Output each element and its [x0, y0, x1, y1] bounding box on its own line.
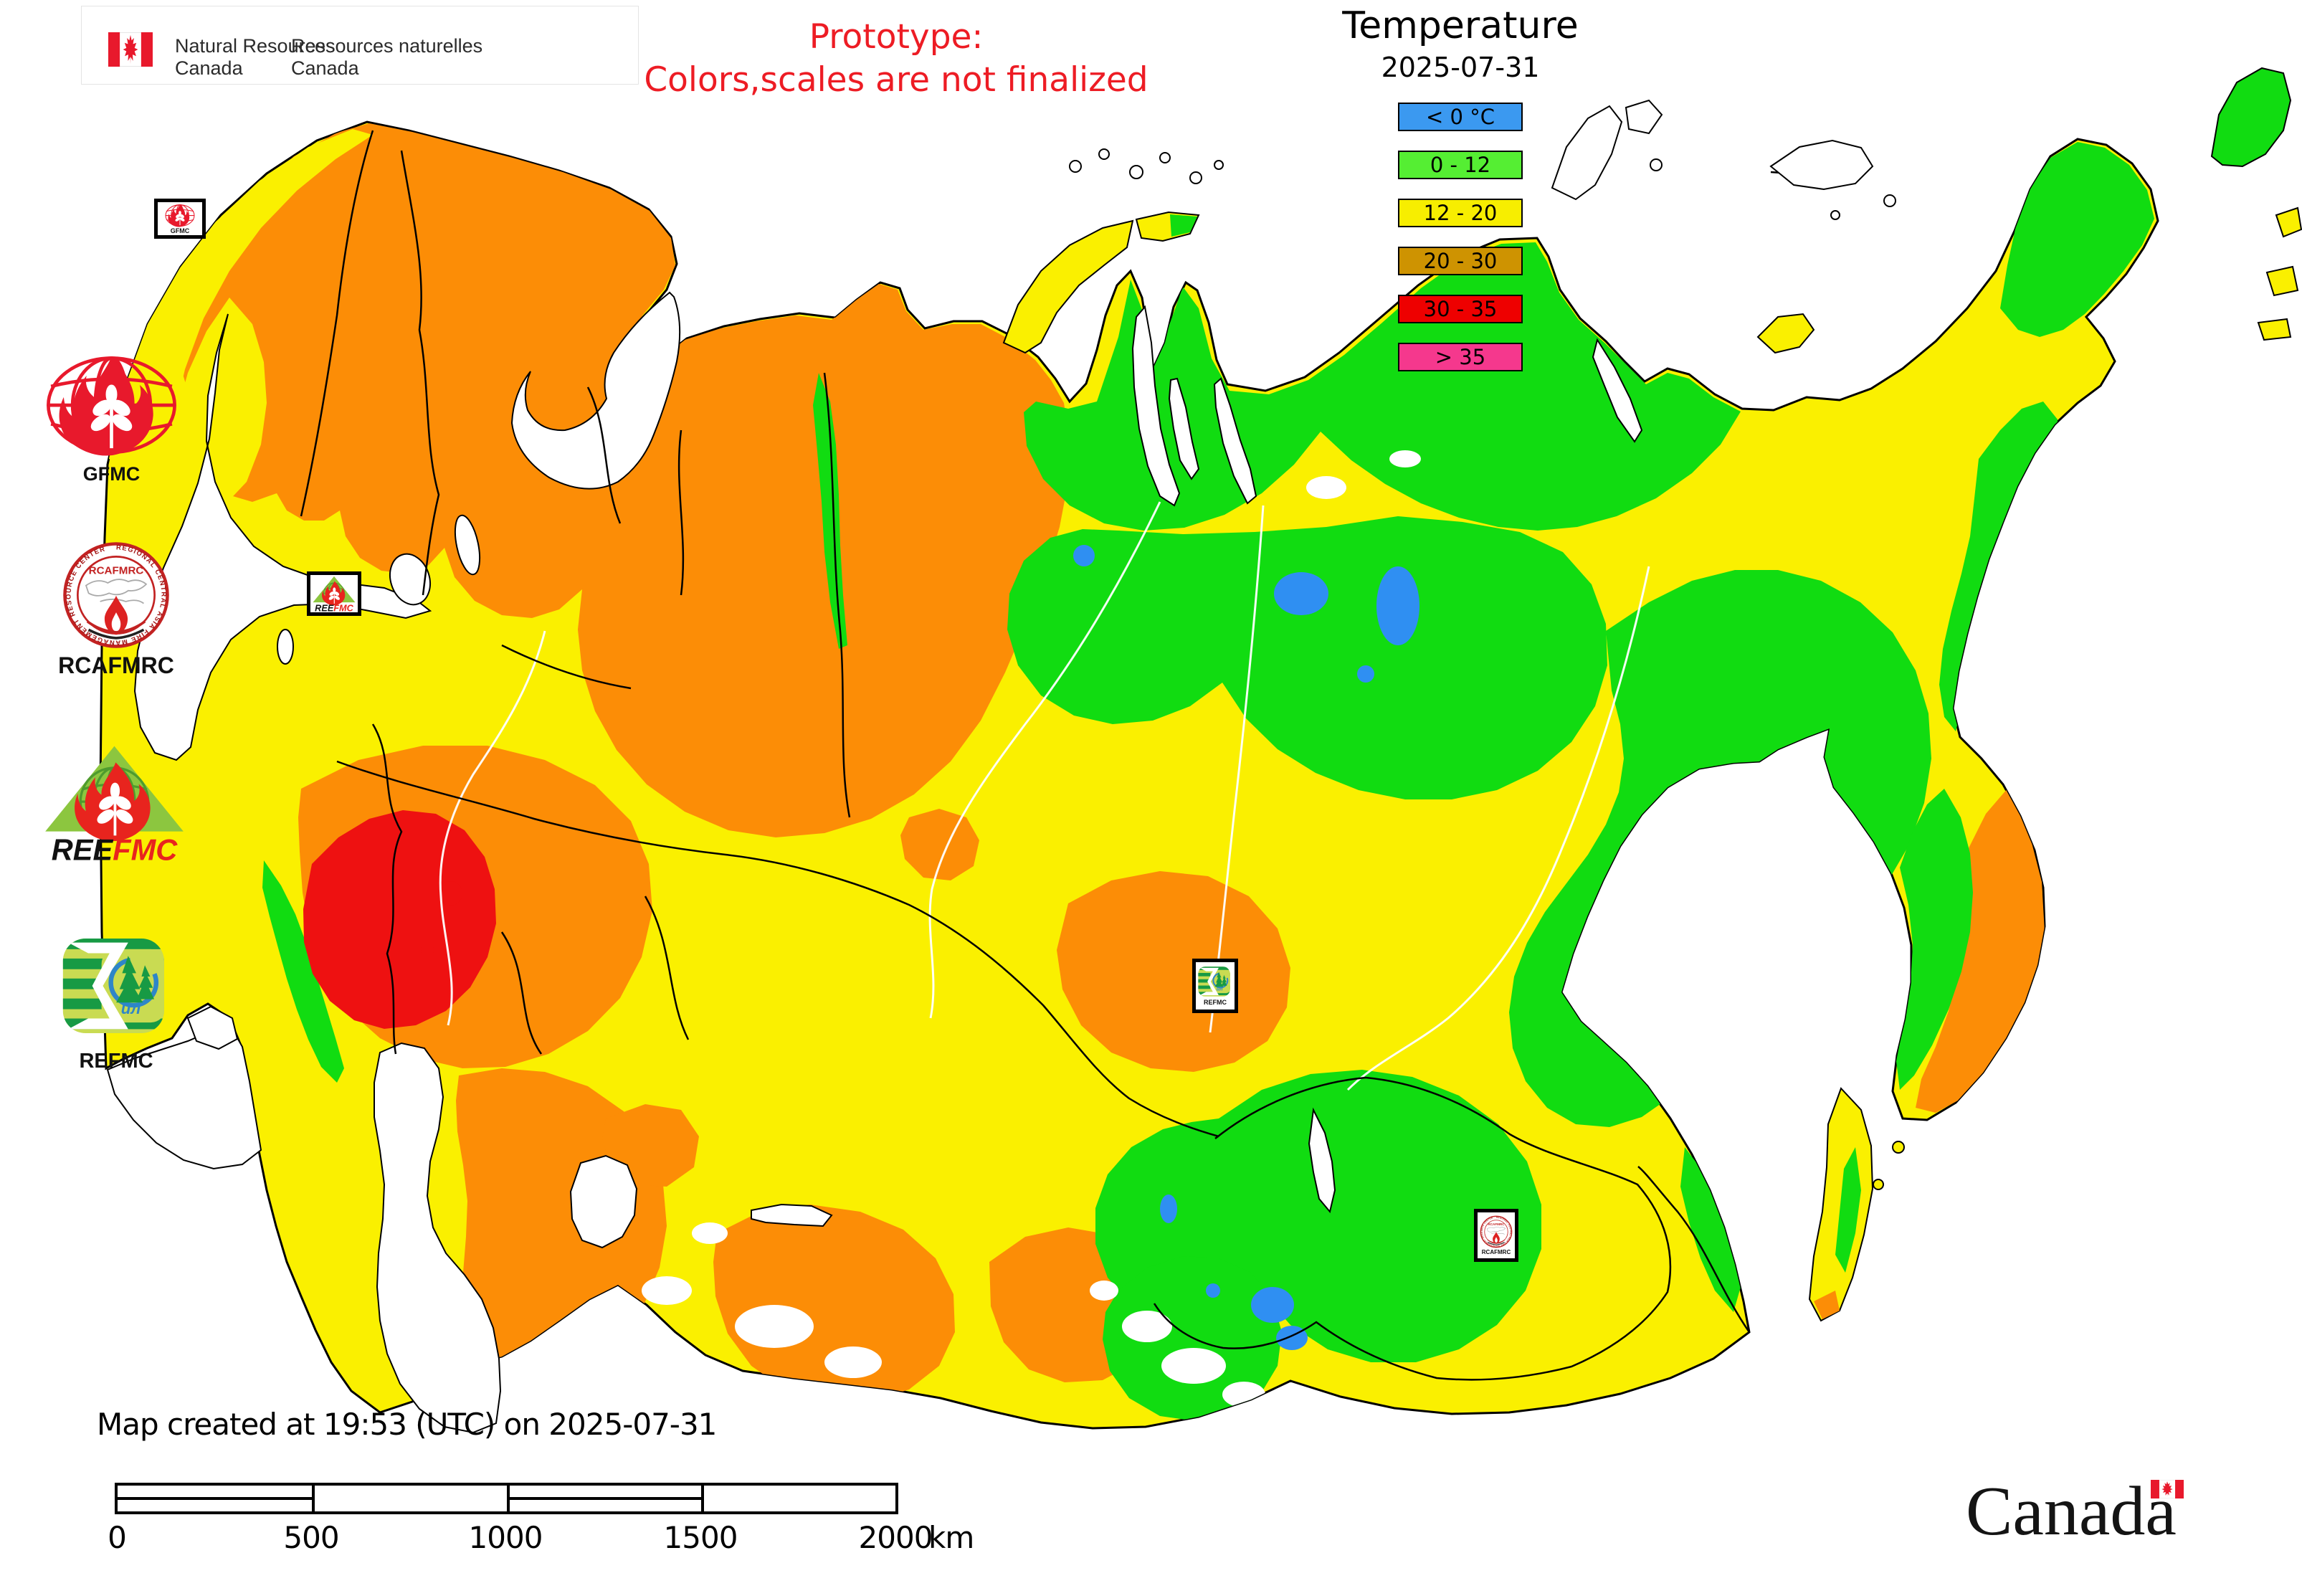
rcafmrc-label: RCAFMRC	[58, 652, 174, 678]
rcafmrc-marker-label: RCAFMRC	[1481, 1249, 1511, 1255]
canada-flag-icon	[108, 32, 153, 67]
admin-borders	[300, 130, 1850, 1381]
reefmc-logo	[44, 744, 185, 864]
islands	[1002, 67, 2302, 1322]
refmc-marker-icon	[1197, 966, 1233, 997]
gfmc-logo	[42, 353, 181, 460]
scale-bar-half-segment	[118, 1497, 313, 1500]
canada-wordmark-flag-icon	[2151, 1480, 2184, 1498]
legend-label: 0 - 12	[1430, 153, 1491, 177]
legend-item-above-35: > 35	[1398, 343, 1523, 371]
rcafmrc-logo	[62, 541, 171, 650]
gfmc-marker-label: GFMC	[170, 227, 190, 234]
gfmc-marker-icon	[165, 204, 195, 227]
gfmc-map-marker: GFMC	[154, 199, 206, 239]
nrcan-en-line2: Canada	[175, 57, 243, 79]
nrcan-en-line1: Natural Resources	[175, 35, 336, 57]
rcafmrc-map-marker: RCAFMRC	[1474, 1209, 1518, 1262]
scale-tick-2000: 2000	[858, 1520, 933, 1555]
reefmc-marker-icon	[312, 576, 356, 612]
legend-item-30-35: 30 - 35	[1398, 295, 1523, 323]
legend-label: > 35	[1435, 345, 1486, 369]
scale-tick-500: 500	[283, 1520, 339, 1555]
temperature-legend: Temperature 2025-07-31 < 0 °C 0 - 12 12 …	[1342, 4, 1579, 371]
scale-unit: km	[928, 1520, 974, 1555]
legend-item-below-0: < 0 °C	[1398, 103, 1523, 131]
legend-label: < 0 °C	[1426, 105, 1495, 129]
scale-tick-0: 0	[108, 1520, 127, 1555]
nrcan-name-en: Natural Resources Canada	[175, 35, 336, 80]
scale-bar-half-segment	[506, 1497, 701, 1500]
legend-item-12-20: 12 - 20	[1398, 199, 1523, 227]
nrcan-fr-line2: Canada	[291, 57, 359, 79]
legend-label: 20 - 30	[1423, 249, 1498, 273]
rcafmrc-marker-icon	[1480, 1215, 1513, 1248]
map-created-text: Map created at 19:53 (UTC) on 2025-07-31	[97, 1407, 717, 1442]
scale-bar-divider	[312, 1486, 315, 1511]
scale-bar	[115, 1483, 898, 1514]
legend-item-20-30: 20 - 30	[1398, 247, 1523, 275]
canada-wordmark: Canada	[1966, 1473, 2177, 1550]
water-bodies	[106, 291, 1643, 1434]
refmc-logo	[60, 936, 173, 1036]
nrcan-signature: Natural Resources Canada Ressources natu…	[81, 6, 639, 85]
refmc-marker-label: REFMC	[1204, 999, 1227, 1006]
refmc-map-marker: REFMC	[1192, 959, 1238, 1013]
legend-title: Temperature	[1342, 4, 1579, 47]
nrcan-name-fr: Ressources naturelles Canada	[291, 35, 482, 80]
prototype-line2: Colors,scales are not finalized	[644, 60, 1148, 100]
legend-date: 2025-07-31	[1381, 52, 1540, 83]
scale-tick-1000: 1000	[468, 1520, 543, 1555]
legend-item-0-12: 0 - 12	[1398, 151, 1523, 179]
nrcan-fr-line1: Ressources naturelles	[291, 35, 483, 57]
gfmc-label: GFMC	[82, 463, 141, 485]
scale-bar-divider	[506, 1486, 510, 1511]
prototype-note: Prototype: Colors,scales are not finaliz…	[552, 16, 1240, 102]
legend-label: 30 - 35	[1423, 297, 1498, 321]
refmc-label: REFMC	[79, 1050, 153, 1073]
legend-label: 12 - 20	[1423, 201, 1498, 225]
scale-tick-1500: 1500	[663, 1520, 738, 1555]
rivers	[439, 501, 1650, 1091]
prototype-line1: Prototype:	[809, 17, 984, 57]
reefmc-map-marker	[307, 571, 361, 616]
scale-bar-divider	[700, 1486, 704, 1511]
